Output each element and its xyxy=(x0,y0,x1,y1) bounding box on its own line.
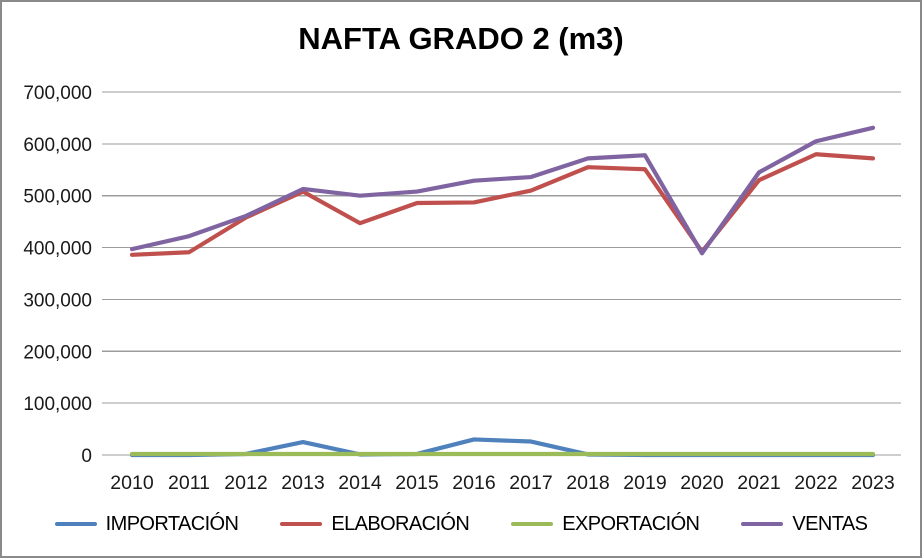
x-tick-label: 2011 xyxy=(168,472,210,494)
legend-label: VENTAS xyxy=(792,512,868,535)
x-tick-label: 2021 xyxy=(737,472,780,494)
x-tick-label: 2015 xyxy=(395,472,439,494)
chart-title: NAFTA GRADO 2 (m3) xyxy=(298,21,624,56)
y-tick-label: 700,000 xyxy=(23,83,92,104)
x-tick-label: 2013 xyxy=(281,472,324,494)
legend-label: IMPORTACIÓN xyxy=(105,512,239,535)
legend: IMPORTACIÓN ELABORACIÓN EXPORTACIÓN VENTAS xyxy=(2,508,920,540)
x-tick-label: 2018 xyxy=(566,472,609,494)
x-tick-label: 2020 xyxy=(680,472,724,494)
legend-label: EXPORTACIÓN xyxy=(562,512,700,535)
legend-item-ventas: VENTAS xyxy=(741,512,868,536)
legend-label: ELABORACIÓN xyxy=(331,512,470,535)
y-tick-label: 400,000 xyxy=(23,239,92,260)
legend-line-icon xyxy=(280,521,323,527)
y-tick-label: 600,000 xyxy=(23,135,92,156)
x-tick-label: 2016 xyxy=(452,472,495,494)
y-tick-label: 100,000 xyxy=(23,394,92,415)
legend-line-icon xyxy=(511,521,554,527)
x-tick-label: 2017 xyxy=(509,472,552,494)
y-tick-label: 0 xyxy=(81,446,92,467)
x-tick-label: 2022 xyxy=(794,472,837,494)
x-tick-label: 2023 xyxy=(851,472,894,494)
y-tick-label: 500,000 xyxy=(23,187,92,208)
series-line-ventas xyxy=(129,125,876,256)
legend-item-exportacion: EXPORTACIÓN xyxy=(511,512,700,536)
x-tick-label: 2014 xyxy=(338,472,382,494)
legend-item-importacion: IMPORTACIÓN xyxy=(54,512,239,536)
x-tick-label: 2010 xyxy=(110,472,154,494)
legend-line-icon xyxy=(741,521,784,527)
x-tick-label: 2012 xyxy=(224,472,267,494)
y-tick-label: 300,000 xyxy=(23,290,92,311)
legend-line-icon xyxy=(54,521,97,527)
legend-item-elaboracion: ELABORACIÓN xyxy=(280,512,470,536)
x-tick-label: 2019 xyxy=(623,472,666,494)
y-tick-label: 200,000 xyxy=(23,342,92,363)
